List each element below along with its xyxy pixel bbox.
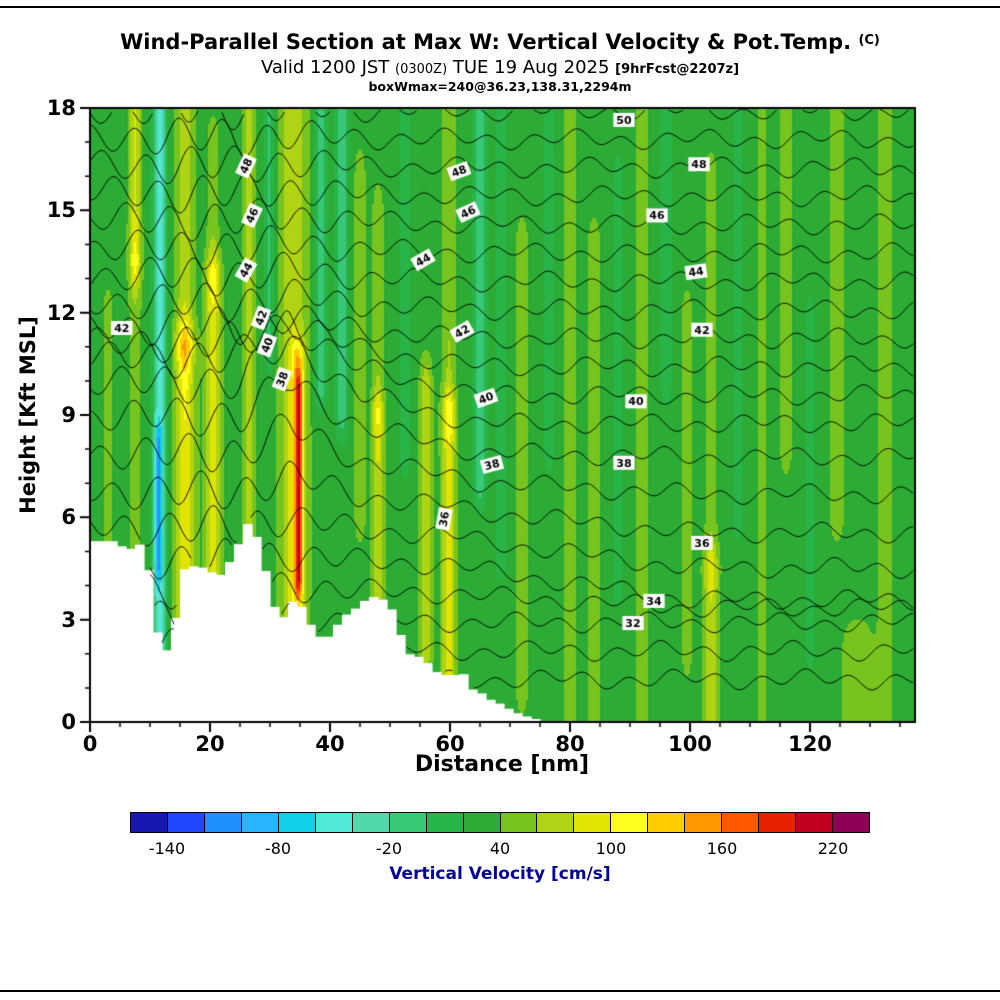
colorbar-tick-label: 40 xyxy=(489,839,511,858)
forecast-tag-text: [9hrFcst@2207z] xyxy=(615,62,740,77)
y-tick-label: 6 xyxy=(61,505,76,530)
colorbar-segment xyxy=(573,813,611,832)
x-tick-label: 20 xyxy=(195,732,225,756)
y-tick-label: 9 xyxy=(61,403,76,427)
colorbar-tick-label: 220 xyxy=(817,839,849,858)
bottom-border-line xyxy=(0,990,1000,992)
colorbar-segment xyxy=(240,813,278,832)
date-text: TUE 19 Aug 2025 xyxy=(447,57,616,78)
valid-time-text: Valid 1200 JST xyxy=(260,57,396,78)
x-tick-label: 80 xyxy=(555,732,585,756)
colorbar-segment xyxy=(203,813,241,832)
colorbar-segment xyxy=(277,813,315,832)
colorbar-tick-label: -20 xyxy=(375,839,403,858)
x-tick-label: 0 xyxy=(82,732,98,756)
colorbar-segment xyxy=(351,813,389,832)
chart-title-unit: (C) xyxy=(858,33,880,48)
colorbar-segment xyxy=(795,813,833,832)
y-tick-label: 15 xyxy=(46,198,76,223)
colorbar xyxy=(130,812,870,833)
z-time-text: (0300Z) xyxy=(395,62,448,77)
colorbar-tick-label: -80 xyxy=(264,839,292,858)
colorbar-segment xyxy=(462,813,500,832)
y-axis-label: Height [Kft MSL] xyxy=(16,316,40,514)
x-axis-label: Distance [nm] xyxy=(414,752,590,777)
y-tick-label: 3 xyxy=(61,607,76,632)
chart-subtitle: Valid 1200 JST (0300Z) TUE 19 Aug 2025 [… xyxy=(0,57,1000,78)
colorbar-segment xyxy=(166,813,204,832)
colorbar-segment xyxy=(758,813,796,832)
colorbar-segment xyxy=(610,813,648,832)
colorbar-segment xyxy=(499,813,537,832)
y-tick-label: 12 xyxy=(46,300,76,325)
colorbar-segment xyxy=(536,813,574,832)
y-tick-label: 18 xyxy=(46,96,76,120)
chart-title-text: Wind-Parallel Section at Max W: Vertical… xyxy=(120,30,852,54)
colorbar-tick-label: 160 xyxy=(706,839,738,858)
colorbar-segment xyxy=(131,813,167,832)
colorbar-tick-label: -140 xyxy=(148,839,186,858)
y-tick-label: 0 xyxy=(61,710,76,734)
colorbar-segment xyxy=(684,813,722,832)
colorbar-label: Vertical Velocity [cm/s] xyxy=(389,864,611,884)
x-tick-label: 100 xyxy=(668,732,712,756)
colorbar-segment xyxy=(647,813,685,832)
x-tick-label: 120 xyxy=(788,732,832,756)
colorbar-segment xyxy=(388,813,426,832)
cross-section-plot-canvas xyxy=(0,0,1000,800)
x-tick-label: 40 xyxy=(315,732,345,756)
colorbar-segment xyxy=(721,813,759,832)
chart-title: Wind-Parallel Section at Max W: Vertical… xyxy=(0,30,1000,54)
colorbar-segment xyxy=(832,813,870,832)
colorbar-segment xyxy=(425,813,463,832)
colorbar-tick-label: 100 xyxy=(595,839,627,858)
x-tick-label: 60 xyxy=(435,732,465,756)
colorbar-segment xyxy=(314,813,352,832)
boxwmax-annotation: boxWmax=240@36.23,138.31,2294m xyxy=(368,79,632,94)
